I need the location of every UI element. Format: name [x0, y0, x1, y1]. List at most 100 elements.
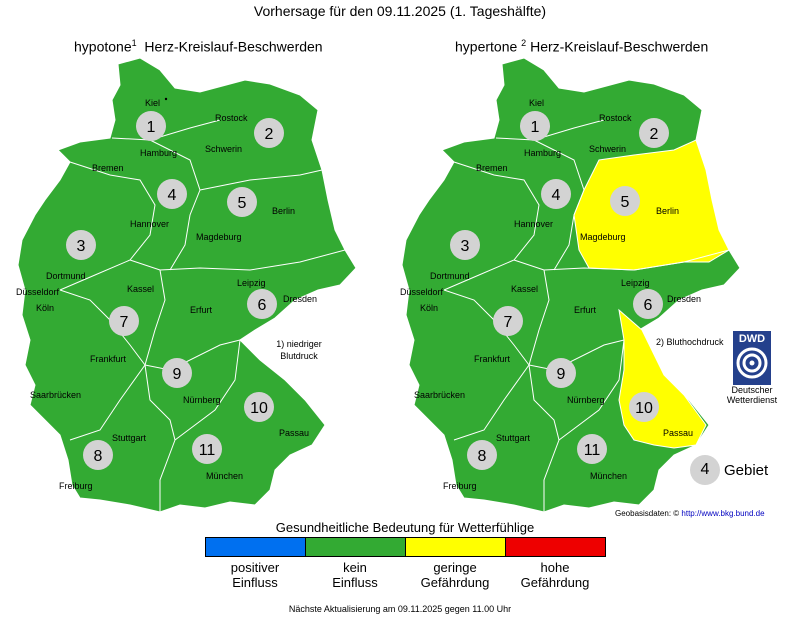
right-region-borders — [443, 119, 730, 512]
svg-text:Magdeburg: Magdeburg — [580, 232, 626, 242]
svg-text:Nürnberg: Nürnberg — [183, 395, 221, 405]
right-title-sup: 2 — [521, 38, 527, 48]
svg-text:Dresden: Dresden — [283, 294, 317, 304]
svg-text:Kiel: Kiel — [145, 98, 160, 108]
svg-text:Berlin: Berlin — [656, 206, 679, 216]
svg-text:10: 10 — [635, 400, 653, 417]
left-city-labels: Kiel Rostock Hamburg Schwerin Bremen Han… — [16, 97, 317, 491]
svg-text:Kiel: Kiel — [529, 98, 544, 108]
svg-text:Leipzig: Leipzig — [621, 278, 650, 288]
dwd-logo-text: DWD — [738, 333, 766, 345]
left-title-rest: Herz-Kreislauf-Beschwerden — [144, 38, 323, 55]
svg-text:7: 7 — [120, 314, 129, 331]
right-map-group: 1 2 3 4 5 6 7 8 9 10 11 Kiel Rostock Ham… — [400, 57, 741, 513]
svg-text:Passau: Passau — [663, 428, 693, 438]
footer-update: Nächste Aktualisierung am 09.11.2025 geg… — [288, 604, 512, 614]
legend-swatch-positive — [206, 538, 306, 556]
svg-text:Saarbrücken: Saarbrücken — [30, 390, 81, 400]
svg-text:Passau: Passau — [279, 428, 309, 438]
legend-labels: positiver Einfluss kein Einfluss geringe Ge… — [205, 560, 605, 590]
geobasis-label: Geobasisdaten: © — [615, 509, 680, 518]
right-title-rest: Herz-Kreislauf-Beschwerden — [530, 38, 709, 55]
gebiet-marker: 4 — [690, 455, 720, 485]
svg-text:9: 9 — [557, 366, 566, 383]
svg-text:Saarbrücken: Saarbrücken — [414, 390, 465, 400]
right-note: 2) Bluthochdruck — [656, 337, 724, 347]
svg-text:Dresden: Dresden — [667, 294, 701, 304]
svg-text:5: 5 — [238, 195, 247, 212]
svg-text:Magdeburg: Magdeburg — [196, 232, 242, 242]
svg-text:Kassel: Kassel — [127, 284, 154, 294]
svg-text:4: 4 — [552, 187, 561, 204]
svg-text:11: 11 — [199, 442, 216, 459]
svg-text:8: 8 — [94, 448, 103, 465]
left-germany-map: 1 2 3 4 5 6 7 8 9 10 11 Kiel Rostock Ham… — [16, 57, 741, 513]
left-region-markers: 1 2 3 4 5 6 7 8 9 10 11 — [66, 111, 284, 470]
left-title-sup: 1 — [131, 38, 137, 48]
svg-text:5: 5 — [621, 194, 630, 211]
svg-text:Köln: Köln — [36, 303, 54, 313]
svg-text:3: 3 — [77, 238, 86, 255]
svg-text:Rostock: Rostock — [599, 113, 632, 123]
svg-text:Hamburg: Hamburg — [524, 148, 561, 158]
svg-text:Berlin: Berlin — [272, 206, 295, 216]
svg-text:Erfurt: Erfurt — [574, 305, 597, 315]
svg-text:Hannover: Hannover — [130, 219, 169, 229]
dwd-logo: DWD — [733, 331, 771, 385]
svg-text:Schwerin: Schwerin — [589, 144, 626, 154]
svg-text:Freiburg: Freiburg — [59, 481, 93, 491]
svg-text:6: 6 — [644, 297, 653, 314]
svg-text:8: 8 — [478, 448, 487, 465]
svg-text:Düsseldorf: Düsseldorf — [16, 287, 60, 297]
legend-label-high: hohe Gefährdung — [520, 560, 590, 590]
svg-text:9: 9 — [173, 366, 182, 383]
svg-text:3: 3 — [461, 238, 470, 255]
geobasis-link[interactable]: http://www.bkg.bund.de — [681, 509, 765, 518]
dwd-label: Deutscher Wetterdienst — [715, 385, 789, 405]
svg-text:München: München — [590, 471, 627, 481]
svg-text:Erfurt: Erfurt — [190, 305, 213, 315]
svg-text:Hamburg: Hamburg — [140, 148, 177, 158]
svg-text:Schwerin: Schwerin — [205, 144, 242, 154]
right-map-title: hypertone 2 Herz-Kreislauf-Beschwerden — [455, 38, 708, 55]
dwd-label-line1: Deutscher — [731, 385, 773, 395]
region-5-yellow — [573, 139, 730, 271]
legend-swatch-none — [306, 538, 406, 556]
legend-swatch-low — [406, 538, 506, 556]
right-region-markers: 1 2 3 4 5 6 7 8 9 10 11 — [450, 111, 669, 470]
svg-text:Freiburg: Freiburg — [443, 481, 477, 491]
svg-text:Rostock: Rostock — [215, 113, 248, 123]
svg-text:Dortmund: Dortmund — [46, 271, 86, 281]
left-note: 1) niedriger Blutdruck — [270, 338, 328, 362]
svg-text:Köln: Köln — [420, 303, 438, 313]
legend-label-low: geringe Gefährdung — [420, 560, 490, 590]
svg-text:2: 2 — [650, 126, 659, 143]
svg-text:Bremen: Bremen — [476, 163, 508, 173]
svg-text:Hannover: Hannover — [514, 219, 553, 229]
svg-text:6: 6 — [258, 297, 267, 314]
svg-text:Bremen: Bremen — [92, 163, 124, 173]
right-city-labels: Kiel Rostock Hamburg Schwerin Bremen Han… — [400, 98, 701, 491]
svg-text:1: 1 — [531, 119, 540, 136]
svg-text:Stuttgart: Stuttgart — [112, 433, 147, 443]
legend-color-bar — [205, 537, 606, 557]
page-title: Vorhersage für den 09.11.2025 (1. Tagesh… — [253, 3, 547, 19]
svg-text:Düsseldorf: Düsseldorf — [400, 287, 444, 297]
svg-text:1: 1 — [147, 119, 156, 136]
svg-text:Leipzig: Leipzig — [237, 278, 266, 288]
svg-text:Stuttgart: Stuttgart — [496, 433, 531, 443]
svg-text:2: 2 — [265, 126, 274, 143]
left-map-title: hypotone1 Herz-Kreislauf-Beschwerden — [74, 38, 323, 55]
left-note-line2: Blutdruck — [280, 351, 318, 361]
svg-text:7: 7 — [504, 314, 513, 331]
legend-label-positive: positiver Einfluss — [230, 560, 280, 590]
left-title-main: hypotone — [74, 38, 132, 55]
svg-text:Nürnberg: Nürnberg — [567, 395, 605, 405]
svg-text:Kassel: Kassel — [511, 284, 538, 294]
dwd-spiral-icon — [736, 347, 768, 379]
left-map-group: 1 2 3 4 5 6 7 8 9 10 11 Kiel Rostock Ham… — [16, 57, 357, 513]
gebiet-label: Gebiet — [724, 461, 769, 479]
dwd-label-line2: Wetterdienst — [726, 395, 778, 405]
left-note-line1: 1) niedriger — [276, 339, 322, 349]
svg-text:Dortmund: Dortmund — [430, 271, 470, 281]
